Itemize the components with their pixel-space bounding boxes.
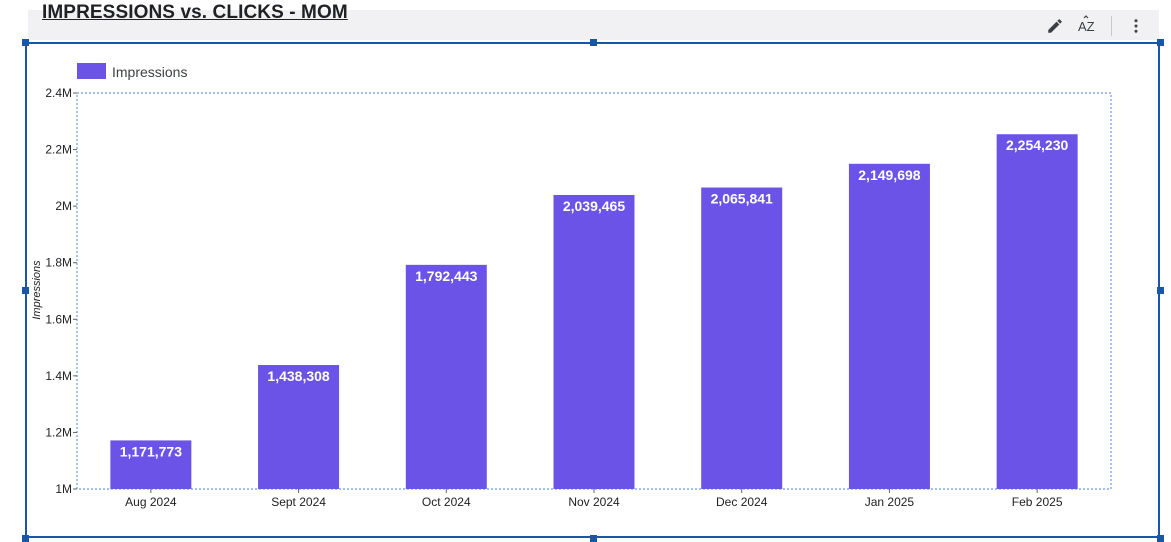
- bar[interactable]: [258, 365, 340, 489]
- resize-handle-top-left[interactable]: [22, 39, 29, 46]
- x-tick-label: Oct 2024: [422, 495, 471, 509]
- pencil-icon[interactable]: [1043, 14, 1067, 38]
- y-tick-label: 1.6M: [45, 312, 72, 326]
- bar-data-label: 2,039,465: [563, 198, 625, 214]
- resize-handle-bottom[interactable]: [590, 535, 597, 542]
- x-tick-label: Feb 2025: [1012, 495, 1063, 509]
- bars-group: 1,171,773 1,438,308 1,792,443 2,039,465 2,06…: [110, 134, 1078, 489]
- y-tick-label: 2M: [55, 199, 72, 213]
- y-tick-label: 1M: [55, 482, 72, 496]
- sort-label: AZ: [1078, 19, 1095, 34]
- resize-handle-top[interactable]: [590, 39, 597, 46]
- bar[interactable]: [405, 264, 487, 489]
- y-tick-label: 1.4M: [45, 369, 72, 383]
- bar-data-label: 2,254,230: [1006, 137, 1068, 153]
- more-vert-icon[interactable]: [1124, 14, 1148, 38]
- bar-data-label: 1,792,443: [415, 268, 477, 284]
- sort-az-icon[interactable]: AZ: [1074, 14, 1098, 38]
- chart-header-bar: [28, 10, 1159, 40]
- y-tick-label: 2.2M: [45, 143, 72, 157]
- chart-toolbar: AZ: [1040, 14, 1160, 38]
- x-tick-label: Sept 2024: [271, 495, 326, 509]
- x-tick-label: Dec 2024: [716, 495, 768, 509]
- x-axis-ticks: Aug 2024 Sept 2024 Oct 2024 Nov 2024 Dec 202…: [125, 489, 1063, 509]
- bar-data-label: 2,149,698: [858, 167, 920, 183]
- resize-handle-bottom-right[interactable]: [1157, 535, 1164, 542]
- resize-handle-top-right[interactable]: [1157, 39, 1164, 46]
- y-axis-ticks: 1M 1.2M 1.4M 1.6M 1.8M 2M 2.2M 2.4M: [45, 86, 77, 496]
- bar[interactable]: [848, 163, 930, 489]
- bar[interactable]: [553, 194, 635, 489]
- y-tick-label: 1.2M: [45, 425, 72, 439]
- resize-handle-left[interactable]: [22, 287, 29, 294]
- x-tick-label: Jan 2025: [865, 495, 915, 509]
- bar-data-label: 2,065,841: [711, 191, 773, 207]
- page-title: IMPRESSIONS vs. CLICKS - MOM: [42, 2, 348, 23]
- y-axis-label: Impressions: [31, 260, 43, 320]
- bar[interactable]: [110, 440, 192, 489]
- legend-label[interactable]: Impressions: [112, 64, 187, 80]
- x-tick-label: Nov 2024: [568, 495, 620, 509]
- y-tick-label: 2.4M: [45, 86, 72, 100]
- x-tick-label: Aug 2024: [125, 495, 177, 509]
- toolbar-divider: [1111, 16, 1112, 36]
- plot-area-border: [76, 92, 1112, 490]
- bar[interactable]: [701, 187, 783, 489]
- bar[interactable]: [996, 134, 1078, 489]
- legend-swatch: [77, 63, 106, 79]
- resize-handle-right[interactable]: [1157, 287, 1164, 294]
- bar-data-label: 1,171,773: [120, 443, 182, 459]
- y-tick-label: 1.8M: [45, 256, 72, 270]
- bar-data-label: 1,438,308: [267, 368, 329, 384]
- resize-handle-bottom-left[interactable]: [22, 535, 29, 542]
